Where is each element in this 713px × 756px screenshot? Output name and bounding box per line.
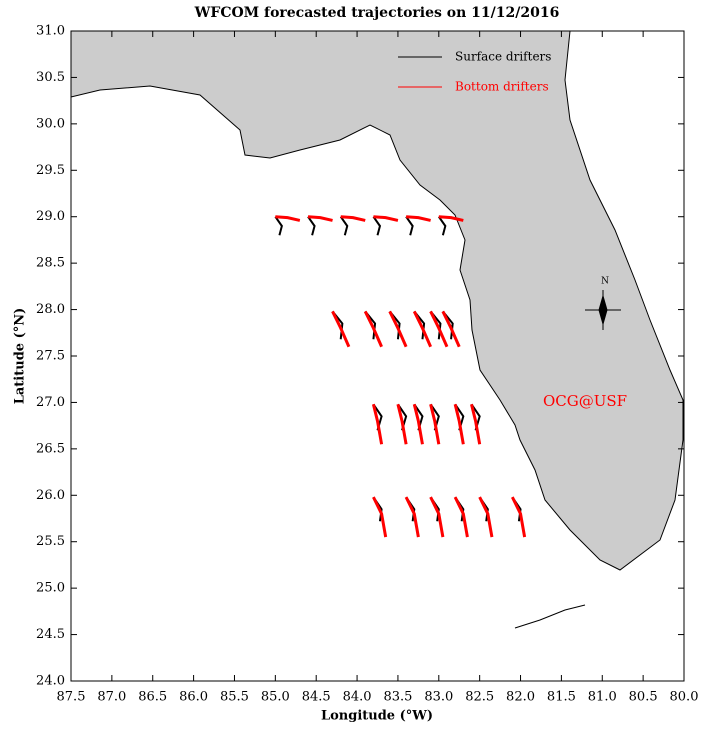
trajectory (429, 403, 441, 445)
compass-label: N (601, 277, 609, 287)
x-tick-label: 86.5 (138, 690, 167, 705)
y-tick-label: 25.0 (36, 581, 65, 596)
y-axis-label: Latitude (°N) (13, 308, 28, 405)
x-axis-label: Longitude (°W) (321, 709, 433, 724)
compass (585, 290, 621, 330)
trajectory (340, 215, 366, 222)
y-tick-label: 25.5 (36, 534, 65, 549)
legend-label: Surface drifters (455, 50, 551, 64)
y-tick-label: 27.0 (36, 395, 65, 410)
x-tick-label: 80.5 (629, 690, 658, 705)
trajectory (274, 216, 283, 236)
trajectory (405, 215, 431, 222)
x-tick-label: 85.5 (220, 690, 249, 705)
chart-title: WFCOM forecasted trajectories on 11/12/2… (194, 5, 560, 21)
x-tick-label: 80.0 (670, 690, 699, 705)
trajectory (437, 216, 447, 236)
y-tick-label: 28.5 (36, 256, 65, 271)
trajectory (412, 403, 424, 445)
trajectory (478, 496, 494, 538)
y-tick-label: 31.0 (36, 24, 65, 39)
trajectory (275, 215, 301, 222)
x-tick-label: 84.5 (302, 690, 331, 705)
x-tick-label: 83.0 (424, 690, 453, 705)
x-tick-label: 81.0 (588, 690, 617, 705)
trajectory (404, 496, 420, 538)
x-tick-label: 82.5 (465, 690, 494, 705)
y-tick-label: 26.0 (36, 488, 65, 503)
y-tick-label: 29.5 (36, 163, 65, 178)
x-tick-label: 87.0 (97, 690, 126, 705)
trajectory (363, 310, 383, 348)
trajectory (429, 310, 449, 348)
trajectory (339, 216, 349, 236)
legend-label: Bottom drifters (455, 80, 549, 94)
x-tick-label: 84.0 (343, 690, 372, 705)
trajectory (429, 496, 445, 538)
trajectory (405, 216, 414, 236)
y-tick-label: 28.0 (36, 302, 65, 317)
land (70, 30, 684, 571)
trajectory (331, 310, 351, 348)
trajectory (470, 403, 482, 445)
trajectory (372, 216, 382, 236)
trajectory (441, 310, 461, 348)
y-tick-label: 24.5 (36, 627, 65, 642)
trajectory (388, 310, 408, 348)
y-tick-label: 30.0 (36, 116, 65, 131)
x-tick-label: 87.5 (57, 690, 86, 705)
trajectory (453, 496, 469, 538)
x-tick-label: 85.0 (261, 690, 290, 705)
x-tick-label: 81.5 (547, 690, 576, 705)
keys (514, 604, 586, 629)
trajectory (371, 403, 384, 445)
y-tick-label: 24.0 (36, 674, 65, 689)
y-tick-label: 30.5 (36, 70, 65, 85)
y-tick-label: 29.0 (36, 209, 65, 224)
trajectory (307, 216, 316, 236)
trajectory (372, 496, 388, 538)
trajectory (438, 215, 464, 222)
x-tick-label: 86.0 (179, 690, 208, 705)
trajectory (307, 215, 333, 222)
y-tick-label: 26.5 (36, 441, 65, 456)
annotation: OCG@USF (543, 392, 627, 410)
x-tick-label: 82.0 (506, 690, 535, 705)
trajectory (373, 215, 399, 222)
trajectory (511, 496, 527, 538)
trajectory (453, 403, 465, 445)
x-tick-label: 83.5 (383, 690, 412, 705)
trajectory (412, 310, 432, 348)
y-tick-label: 27.5 (36, 349, 65, 364)
trajectory (396, 403, 408, 445)
compass-star (598, 294, 608, 326)
